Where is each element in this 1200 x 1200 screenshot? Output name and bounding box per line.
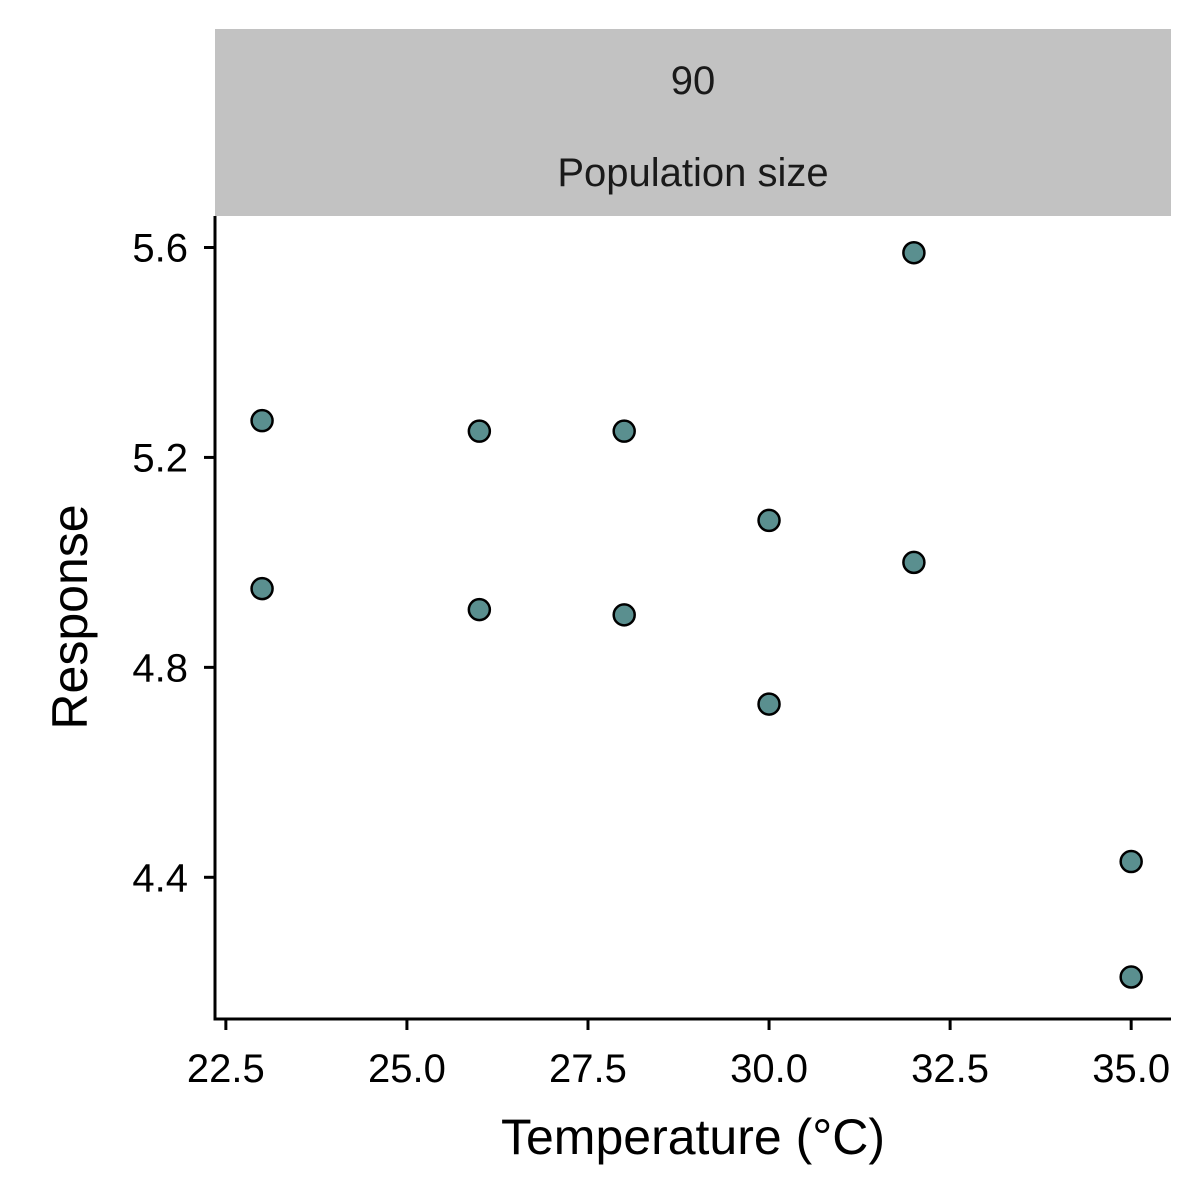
data-point bbox=[612, 603, 636, 627]
facet-strip bbox=[215, 29, 1171, 216]
data-point bbox=[1119, 849, 1143, 874]
facet-strip-value: 90 bbox=[671, 59, 716, 103]
data-point bbox=[757, 508, 781, 533]
data-point bbox=[1119, 965, 1143, 989]
x-axis-ticks: 22.5 25.0 27.5 30.0 32.5 35.0 bbox=[187, 1019, 1170, 1091]
data-points bbox=[250, 240, 1143, 989]
data-point bbox=[902, 550, 926, 575]
data-point bbox=[467, 597, 492, 622]
data-point bbox=[612, 419, 636, 443]
y-axis-title: Response bbox=[42, 504, 98, 729]
data-point bbox=[757, 692, 781, 716]
x-tick-label: 27.5 bbox=[549, 1047, 627, 1091]
data-point bbox=[250, 408, 274, 433]
x-tick-label: 30.0 bbox=[730, 1047, 808, 1091]
data-point bbox=[902, 240, 926, 265]
x-axis-title: Temperature (°C) bbox=[501, 1109, 885, 1165]
x-tick-label: 22.5 bbox=[187, 1047, 265, 1091]
data-point bbox=[250, 576, 274, 601]
y-axis-ticks: 4.4 4.8 5.2 5.6 bbox=[132, 226, 215, 900]
x-tick-label: 32.5 bbox=[911, 1047, 989, 1091]
y-tick-label: 4.4 bbox=[132, 856, 188, 900]
x-tick-label: 35.0 bbox=[1092, 1047, 1170, 1091]
y-tick-label: 5.2 bbox=[132, 436, 188, 480]
y-tick-label: 5.6 bbox=[132, 226, 188, 270]
x-tick-label: 25.0 bbox=[368, 1047, 446, 1091]
y-tick-label: 4.8 bbox=[132, 646, 188, 690]
facet-strip-label: Population size bbox=[557, 151, 828, 195]
data-point bbox=[467, 419, 492, 443]
